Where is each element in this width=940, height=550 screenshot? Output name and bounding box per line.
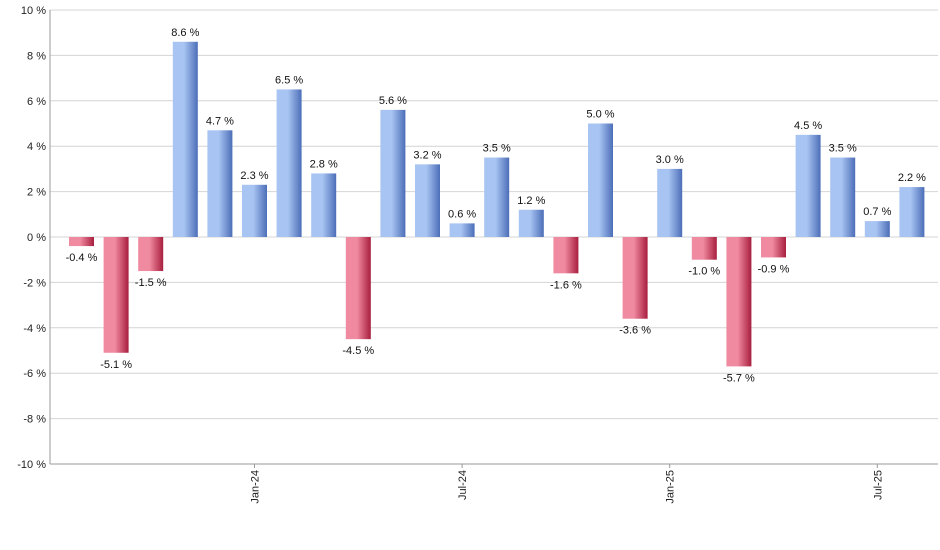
y-tick-label: 6 % [27,96,46,108]
data-label: 2.2 % [898,172,926,184]
bar [588,123,613,237]
data-label: -0.4 % [66,252,98,264]
data-label: -0.9 % [758,263,790,275]
y-tick-label: -4 % [23,323,46,335]
y-tick-label: 4 % [27,141,46,153]
bar [242,184,267,237]
data-label: 1.2 % [517,195,545,207]
data-label: 2.3 % [240,170,268,182]
data-label: 2.8 % [310,158,338,170]
data-label: -1.5 % [135,277,167,289]
y-tick-label: 8 % [27,50,46,62]
bar [345,237,371,340]
bar [172,41,198,237]
data-label: -1.0 % [688,266,720,278]
data-label: 3.2 % [413,149,441,161]
bar [484,157,510,237]
x-tick-label: Jul-24 [457,470,469,500]
bar [864,221,890,237]
bar [830,157,856,237]
y-tick-label: 10 % [21,5,46,17]
y-tick-label: -8 % [23,414,46,426]
x-tick-label: Jan-24 [250,470,262,504]
bar [103,237,129,353]
data-label: -5.7 % [723,372,755,384]
data-label: -1.6 % [550,279,582,291]
data-label: 4.5 % [794,120,822,132]
data-label: 0.7 % [863,206,891,218]
bar [380,109,406,237]
bar [795,134,821,237]
bar [69,237,94,247]
data-label: 8.6 % [171,27,199,39]
data-label: 4.7 % [206,115,234,127]
y-tick-label: -6 % [23,368,46,380]
bars [69,41,925,367]
data-label: 0.6 % [448,208,476,220]
bar [657,168,683,237]
bar [276,89,302,237]
bar [726,237,752,367]
bar [761,237,786,258]
y-axis-tick-labels: 10 % 8 % 6 % 4 % 2 % 0 % -2 % -4 % -6 % -8 % -10 % [17,5,46,471]
y-tick-label: 2 % [27,187,46,199]
data-label: 3.5 % [483,143,511,155]
data-label: 3.0 % [656,154,684,166]
y-tick-label: -10 % [17,459,46,471]
bar [449,223,475,237]
data-label: -4.5 % [342,345,374,357]
y-tick-label: 0 % [27,232,46,244]
data-labels: -0.4 % -5.1 % -1.5 % 8.6 % 4.7 % 2.3 % 6.5 % 2.… [66,27,927,385]
bar [691,237,717,260]
data-label: 5.0 % [586,109,614,121]
bar [311,173,337,237]
data-label: -3.6 % [619,325,651,337]
bar [518,209,544,237]
x-tick-label: Jan-25 [665,470,677,504]
data-label: 6.5 % [275,74,303,86]
data-label: -5.1 % [100,359,132,371]
x-tick-label: Jul-25 [872,470,884,500]
data-label: 3.5 % [829,143,857,155]
y-tick-label: -2 % [23,277,46,289]
bar [553,237,579,274]
bar [622,237,648,319]
bar [415,164,440,237]
x-axis-tick-labels: Jan-24 Jul-24 Jan-25 Jul-25 [250,464,884,504]
bar [207,130,233,237]
bar [138,237,164,272]
bar [899,187,925,237]
axes [49,10,938,465]
data-label: 5.6 % [379,95,407,107]
